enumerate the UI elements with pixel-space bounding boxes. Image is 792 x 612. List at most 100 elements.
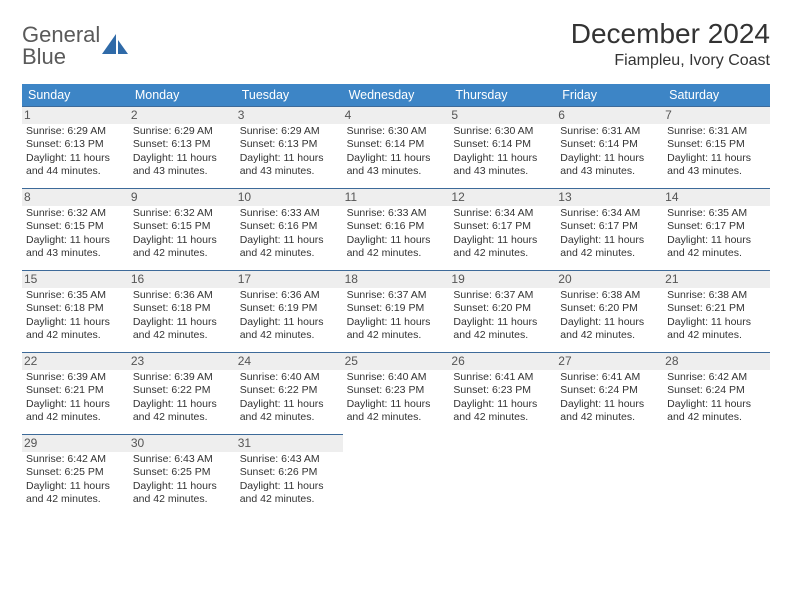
calendar-cell: 23Sunrise: 6:39 AMSunset: 6:22 PMDayligh… [129,352,236,434]
calendar-cell [663,434,770,516]
page-title: December 2024 [571,18,770,50]
day-details: Sunrise: 6:34 AMSunset: 6:17 PMDaylight:… [453,207,552,261]
day-details: Sunrise: 6:41 AMSunset: 6:23 PMDaylight:… [453,371,552,425]
day-number: 12 [449,189,556,206]
weekday-header: Monday [129,84,236,106]
calendar-cell: 20Sunrise: 6:38 AMSunset: 6:20 PMDayligh… [556,270,663,352]
day-number: 25 [343,353,450,370]
calendar-cell: 16Sunrise: 6:36 AMSunset: 6:18 PMDayligh… [129,270,236,352]
day-number: 23 [129,353,236,370]
day-details: Sunrise: 6:31 AMSunset: 6:15 PMDaylight:… [667,125,766,179]
day-details: Sunrise: 6:30 AMSunset: 6:14 PMDaylight:… [453,125,552,179]
calendar-cell: 13Sunrise: 6:34 AMSunset: 6:17 PMDayligh… [556,188,663,270]
calendar-cell: 30Sunrise: 6:43 AMSunset: 6:25 PMDayligh… [129,434,236,516]
day-number: 14 [663,189,770,206]
calendar-cell: 27Sunrise: 6:41 AMSunset: 6:24 PMDayligh… [556,352,663,434]
calendar-cell: 2Sunrise: 6:29 AMSunset: 6:13 PMDaylight… [129,106,236,188]
brand-word-2: Blue [22,46,100,68]
calendar-week: 15Sunrise: 6:35 AMSunset: 6:18 PMDayligh… [22,270,770,352]
day-number: 8 [22,189,129,206]
calendar: SundayMondayTuesdayWednesdayThursdayFrid… [22,84,770,516]
calendar-cell: 12Sunrise: 6:34 AMSunset: 6:17 PMDayligh… [449,188,556,270]
day-number: 15 [22,271,129,288]
calendar-cell: 19Sunrise: 6:37 AMSunset: 6:20 PMDayligh… [449,270,556,352]
calendar-cell: 5Sunrise: 6:30 AMSunset: 6:14 PMDaylight… [449,106,556,188]
day-details: Sunrise: 6:42 AMSunset: 6:24 PMDaylight:… [667,371,766,425]
day-details: Sunrise: 6:32 AMSunset: 6:15 PMDaylight:… [133,207,232,261]
day-details: Sunrise: 6:39 AMSunset: 6:21 PMDaylight:… [26,371,125,425]
calendar-cell: 21Sunrise: 6:38 AMSunset: 6:21 PMDayligh… [663,270,770,352]
brand-sail-icon [102,34,128,54]
day-details: Sunrise: 6:40 AMSunset: 6:22 PMDaylight:… [240,371,339,425]
calendar-cell: 4Sunrise: 6:30 AMSunset: 6:14 PMDaylight… [343,106,450,188]
day-details: Sunrise: 6:41 AMSunset: 6:24 PMDaylight:… [560,371,659,425]
calendar-cell: 7Sunrise: 6:31 AMSunset: 6:15 PMDaylight… [663,106,770,188]
weekday-header: Sunday [22,84,129,106]
day-details: Sunrise: 6:34 AMSunset: 6:17 PMDaylight:… [560,207,659,261]
day-details: Sunrise: 6:33 AMSunset: 6:16 PMDaylight:… [240,207,339,261]
header: General Blue December 2024 Fiampleu, Ivo… [22,18,770,70]
day-details: Sunrise: 6:32 AMSunset: 6:15 PMDaylight:… [26,207,125,261]
calendar-cell: 15Sunrise: 6:35 AMSunset: 6:18 PMDayligh… [22,270,129,352]
day-number: 27 [556,353,663,370]
day-details: Sunrise: 6:30 AMSunset: 6:14 PMDaylight:… [347,125,446,179]
day-number: 10 [236,189,343,206]
calendar-week: 29Sunrise: 6:42 AMSunset: 6:25 PMDayligh… [22,434,770,516]
calendar-cell: 25Sunrise: 6:40 AMSunset: 6:23 PMDayligh… [343,352,450,434]
weekday-header-row: SundayMondayTuesdayWednesdayThursdayFrid… [22,84,770,106]
day-details: Sunrise: 6:33 AMSunset: 6:16 PMDaylight:… [347,207,446,261]
day-number: 11 [343,189,450,206]
title-block: December 2024 Fiampleu, Ivory Coast [571,18,770,70]
calendar-cell [449,434,556,516]
day-number: 3 [236,107,343,124]
weekday-header: Friday [556,84,663,106]
day-number: 9 [129,189,236,206]
calendar-cell: 11Sunrise: 6:33 AMSunset: 6:16 PMDayligh… [343,188,450,270]
calendar-cell [343,434,450,516]
calendar-cell: 3Sunrise: 6:29 AMSunset: 6:13 PMDaylight… [236,106,343,188]
day-details: Sunrise: 6:40 AMSunset: 6:23 PMDaylight:… [347,371,446,425]
weekday-header: Tuesday [236,84,343,106]
day-details: Sunrise: 6:35 AMSunset: 6:18 PMDaylight:… [26,289,125,343]
day-number: 13 [556,189,663,206]
day-details: Sunrise: 6:43 AMSunset: 6:25 PMDaylight:… [133,453,232,507]
calendar-cell: 17Sunrise: 6:36 AMSunset: 6:19 PMDayligh… [236,270,343,352]
calendar-week: 1Sunrise: 6:29 AMSunset: 6:13 PMDaylight… [22,106,770,188]
day-number: 26 [449,353,556,370]
weekday-header: Saturday [663,84,770,106]
calendar-cell: 29Sunrise: 6:42 AMSunset: 6:25 PMDayligh… [22,434,129,516]
day-details: Sunrise: 6:29 AMSunset: 6:13 PMDaylight:… [26,125,125,179]
calendar-cell: 14Sunrise: 6:35 AMSunset: 6:17 PMDayligh… [663,188,770,270]
calendar-cell: 31Sunrise: 6:43 AMSunset: 6:26 PMDayligh… [236,434,343,516]
day-details: Sunrise: 6:31 AMSunset: 6:14 PMDaylight:… [560,125,659,179]
day-number: 16 [129,271,236,288]
weekday-header: Thursday [449,84,556,106]
calendar-cell [556,434,663,516]
calendar-cell: 26Sunrise: 6:41 AMSunset: 6:23 PMDayligh… [449,352,556,434]
calendar-cell: 24Sunrise: 6:40 AMSunset: 6:22 PMDayligh… [236,352,343,434]
day-details: Sunrise: 6:36 AMSunset: 6:19 PMDaylight:… [240,289,339,343]
day-number: 19 [449,271,556,288]
day-number: 21 [663,271,770,288]
calendar-week: 8Sunrise: 6:32 AMSunset: 6:15 PMDaylight… [22,188,770,270]
day-details: Sunrise: 6:36 AMSunset: 6:18 PMDaylight:… [133,289,232,343]
day-number: 31 [236,435,343,452]
day-number: 17 [236,271,343,288]
day-details: Sunrise: 6:43 AMSunset: 6:26 PMDaylight:… [240,453,339,507]
day-details: Sunrise: 6:29 AMSunset: 6:13 PMDaylight:… [133,125,232,179]
calendar-cell: 18Sunrise: 6:37 AMSunset: 6:19 PMDayligh… [343,270,450,352]
day-number: 28 [663,353,770,370]
day-number: 29 [22,435,129,452]
calendar-cell: 8Sunrise: 6:32 AMSunset: 6:15 PMDaylight… [22,188,129,270]
calendar-week: 22Sunrise: 6:39 AMSunset: 6:21 PMDayligh… [22,352,770,434]
day-details: Sunrise: 6:37 AMSunset: 6:19 PMDaylight:… [347,289,446,343]
calendar-body: 1Sunrise: 6:29 AMSunset: 6:13 PMDaylight… [22,106,770,516]
day-details: Sunrise: 6:37 AMSunset: 6:20 PMDaylight:… [453,289,552,343]
day-number: 30 [129,435,236,452]
weekday-header: Wednesday [343,84,450,106]
day-details: Sunrise: 6:35 AMSunset: 6:17 PMDaylight:… [667,207,766,261]
calendar-cell: 22Sunrise: 6:39 AMSunset: 6:21 PMDayligh… [22,352,129,434]
day-details: Sunrise: 6:42 AMSunset: 6:25 PMDaylight:… [26,453,125,507]
calendar-cell: 1Sunrise: 6:29 AMSunset: 6:13 PMDaylight… [22,106,129,188]
day-number: 1 [22,107,129,124]
